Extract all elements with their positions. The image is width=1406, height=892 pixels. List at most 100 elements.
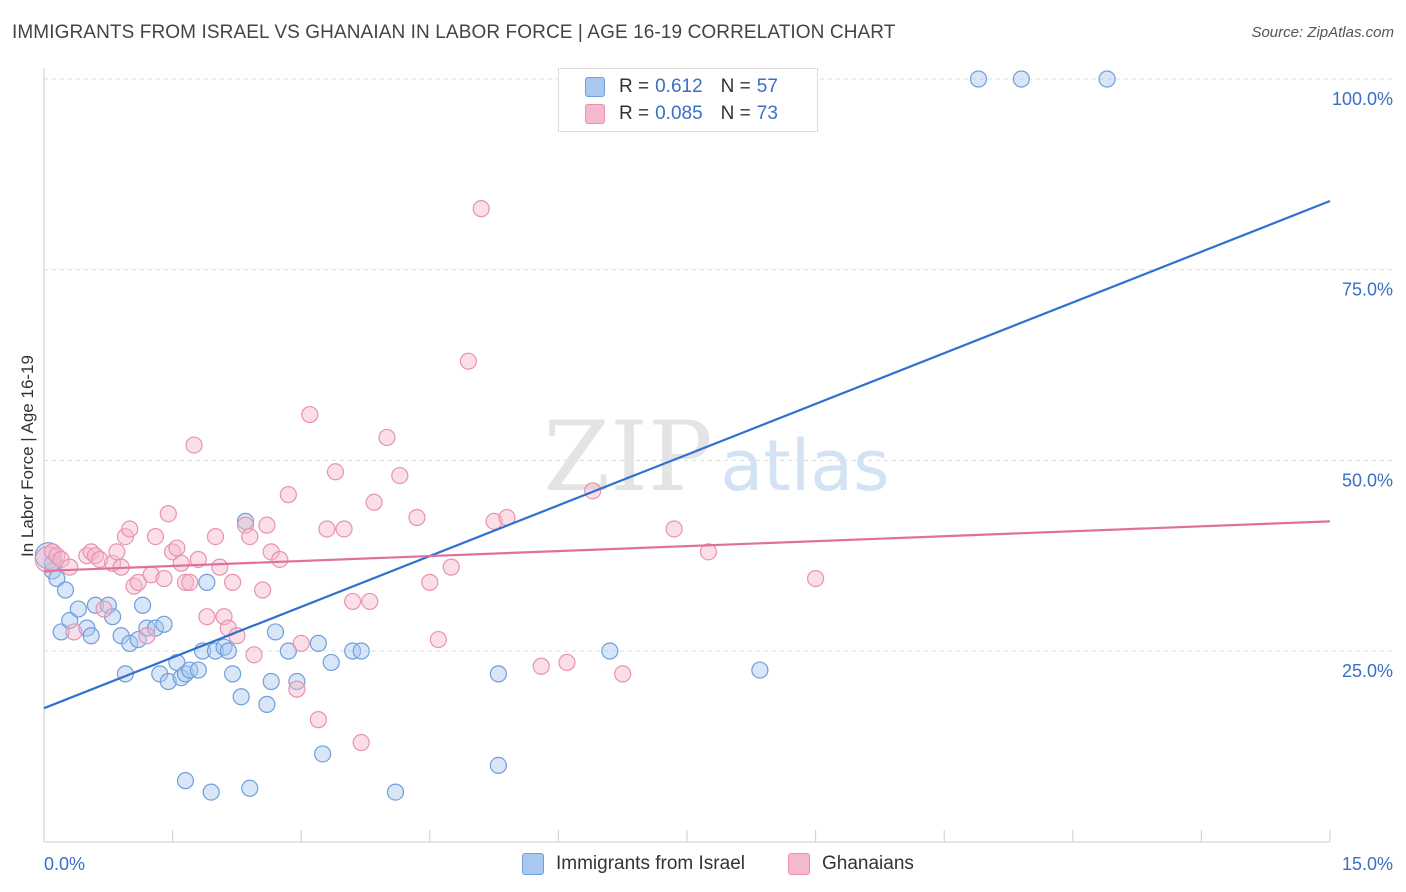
ghana-point-46: [309, 711, 327, 729]
israel-point-49: [202, 783, 220, 801]
x-tick-label-0: 0.0%: [44, 854, 85, 874]
y-axis-label: In Labor Force | Age 16-19: [18, 355, 37, 557]
ghana-point-9: [91, 550, 109, 569]
ghana-point-62: [485, 512, 503, 530]
ghana-point-43: [288, 680, 306, 698]
ghana-point-44: [292, 634, 310, 652]
ghana-point-10: [95, 600, 113, 618]
israel-point-43: [352, 642, 370, 660]
israel-point-52: [386, 783, 405, 801]
israel-swatch: [585, 77, 605, 97]
israel-point-26: [189, 661, 207, 679]
israel-point-8: [82, 627, 100, 645]
ghana-point-54: [378, 428, 396, 447]
legend-ghana-label: Ghanaians: [822, 853, 914, 874]
ghana-point-22: [159, 505, 177, 523]
ghana-r-label: R =: [619, 103, 650, 124]
chart-title: IMMIGRANTS FROM ISRAEL VS GHANAIAN IN LA…: [12, 22, 896, 43]
tick-labels: 25.0% 50.0% 75.0% 100.0% 0.0% 15.0%: [44, 89, 1393, 874]
israel-point-21: [159, 672, 177, 691]
legend-israel: Immigrants from Israel: [522, 852, 745, 876]
ghana-point-59: [442, 558, 460, 576]
ghana-point-49: [335, 520, 353, 538]
ghana-r-value: 0.085: [655, 103, 703, 124]
ghana-point-21: [155, 569, 173, 588]
axes: [43, 68, 1331, 843]
ghana-point-39: [258, 516, 276, 534]
ghana-point-61: [472, 200, 490, 218]
ghana-point-18: [138, 627, 156, 645]
ghana-point-41: [271, 550, 289, 569]
ghana-point-34: [224, 573, 242, 591]
ghana-point-31: [211, 558, 229, 576]
ghana-point-25: [176, 573, 195, 591]
israel-point-41: [322, 653, 340, 672]
watermark-zip: ZIP: [543, 401, 712, 513]
ghana-point-28: [189, 550, 207, 569]
ghana-point-68: [665, 520, 683, 538]
ghana-n-label: N =: [720, 103, 751, 124]
israel-point-4: [52, 623, 70, 641]
watermark-atlas: atlas: [720, 425, 889, 507]
israel-point-38: [279, 642, 297, 660]
ghana-trend-line: [43, 520, 1331, 573]
israel-point-15: [129, 630, 147, 649]
legend-israel-label: Immigrants from Israel: [556, 853, 745, 874]
y-tick-label-2: 75.0%: [1342, 280, 1393, 300]
ghana-point-47: [318, 520, 336, 538]
ghana-swatch: [585, 104, 605, 124]
israel-point-44: [489, 665, 507, 683]
ghana-point-5: [65, 623, 83, 641]
israel-point-33: [232, 688, 250, 706]
legend-ghana-swatch: [788, 853, 810, 875]
israel-point-51: [314, 745, 332, 763]
israel-point-55: [1098, 70, 1116, 88]
ghana-point-4: [61, 558, 79, 576]
israel-point-47: [751, 661, 769, 679]
trend-lines: [43, 200, 1331, 710]
ghana-point-48: [326, 463, 345, 481]
ghana-point-70: [806, 569, 825, 588]
ghana-point-0: [34, 545, 62, 574]
ghana-point-42: [279, 486, 297, 504]
ghana-point-60: [459, 352, 477, 370]
ghana-point-36: [241, 527, 259, 546]
ghana-point-37: [245, 646, 263, 664]
israel-point-46: [601, 642, 619, 660]
ghana-point-51: [352, 733, 370, 752]
ghana-point-57: [421, 573, 439, 591]
israel-point-32: [224, 665, 242, 683]
israel-point-29: [206, 642, 225, 660]
ghana-point-67: [614, 665, 632, 683]
israel-point-40: [309, 634, 327, 652]
ghana-point-45: [301, 405, 319, 424]
israel-point-54: [1012, 70, 1030, 88]
ghana-point-64: [532, 657, 550, 675]
israel-trend-line: [43, 200, 1331, 710]
ghana-point-29: [198, 608, 216, 626]
israel-point-16: [133, 596, 152, 614]
legend-row-ghana: R = 0.085 N = 73: [585, 102, 778, 126]
israel-point-37: [266, 623, 285, 641]
ghana-point-65: [558, 653, 576, 672]
israel-point-53: [969, 70, 988, 88]
data-points: [34, 70, 1116, 801]
ghana-point-58: [429, 630, 447, 649]
ghana-point-20: [146, 527, 165, 546]
ghana-point-26: [181, 573, 199, 591]
israel-point-20: [155, 615, 173, 633]
ghana-point-27: [185, 436, 203, 454]
ghana-point-24: [172, 554, 190, 572]
israel-r-label: R =: [619, 76, 650, 97]
legend-row-israel: R = 0.612 N = 57: [585, 75, 778, 99]
ghana-point-53: [365, 493, 383, 511]
x-tick-label-1: 15.0%: [1342, 854, 1393, 874]
israel-point-14: [121, 634, 139, 652]
israel-r-value: 0.612: [655, 76, 703, 97]
ghana-point-69: [699, 543, 718, 561]
ghana-point-56: [408, 508, 426, 527]
y-tick-label-0: 25.0%: [1342, 661, 1393, 681]
israel-point-6: [69, 600, 87, 618]
ghana-point-12: [108, 543, 126, 561]
